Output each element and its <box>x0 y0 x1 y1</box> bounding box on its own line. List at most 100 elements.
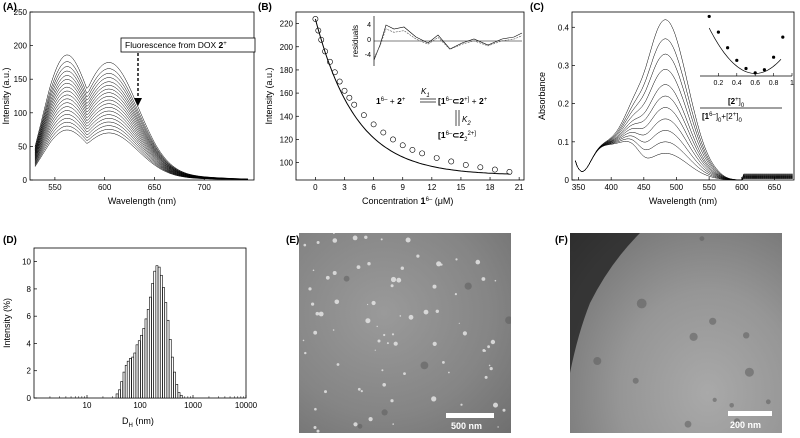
inset-fit-c <box>708 27 782 74</box>
data-point-b <box>462 162 469 168</box>
tem-particle-bright <box>324 390 327 394</box>
tem-particle-bright <box>367 303 369 306</box>
tem-particle-bright <box>332 238 338 243</box>
inset-xlabel-num-c: [2+]0 <box>728 97 745 109</box>
inset-tick-label-b: 0 <box>367 37 371 44</box>
x-tick-label-d: 1000 <box>184 401 202 410</box>
tem-particle-bright <box>334 299 340 305</box>
annotation-text-a: Fluorescence from DOX 2+ <box>125 40 227 50</box>
x-tick-label-c: 350 <box>572 183 586 192</box>
y-tick-label-a: 100 <box>14 109 28 118</box>
data-point-b <box>312 16 319 22</box>
data-point-b <box>491 166 498 173</box>
x-tick-label-c: 400 <box>604 183 618 192</box>
tem-particle-bright <box>308 287 312 291</box>
tem-particle-dark <box>734 418 740 425</box>
absorbance-line-c <box>575 69 793 181</box>
panel-label-d: (D) <box>3 235 17 246</box>
tem-particle-bright <box>435 309 439 313</box>
x-tick-label-a: 650 <box>148 183 162 192</box>
absorbance-line-c <box>575 107 793 181</box>
inset-tick-label-c: 0.2 <box>714 80 724 87</box>
x-tick-label-c: 650 <box>768 183 782 192</box>
scheme-k2-b: K2 <box>462 115 471 127</box>
scale-bar-f <box>728 411 772 416</box>
spectrum-line-a <box>34 54 248 180</box>
inset-tick-label-c: 1 <box>790 80 794 87</box>
tem-particles-f <box>570 233 771 428</box>
y-tick-label-d: 10 <box>22 258 31 267</box>
histogram-bar-d <box>157 266 161 399</box>
spectrum-line-a <box>34 94 248 180</box>
tem-particle-bright <box>380 238 383 241</box>
y-tick-label-a: 0 <box>23 176 28 185</box>
scheme-k1-b: K1 <box>421 87 430 99</box>
data-point-b <box>327 58 333 65</box>
tem-particle-dark <box>712 397 717 402</box>
chart-a-fluorescence: 550 600 650 700 0 50 100 150 200 250 Wavelength (n… <box>1 8 256 206</box>
tem-particle-bright <box>381 369 384 372</box>
tem-particle-bright <box>386 342 389 345</box>
histogram-bar-d <box>140 334 143 399</box>
tem-particle-bright <box>487 345 490 349</box>
tem-particle-dark <box>684 420 692 428</box>
chart-c-absorbance: 350 400 450 500 550 600 650 0 0.1 0.2 0.3 0.4 Wavele… <box>537 11 795 206</box>
tem-particle-bright <box>312 269 315 272</box>
tem-particle-dark <box>505 316 511 324</box>
tem-particle-bright <box>436 261 442 267</box>
inset-point-c <box>781 35 785 39</box>
tem-particle-bright <box>304 351 307 355</box>
histogram-bar-d <box>168 339 172 399</box>
spectrum-line-a <box>34 114 248 180</box>
annotation-arrowhead-a <box>134 98 142 106</box>
tem-particle-bright <box>448 371 450 374</box>
tem-particle-dark <box>699 236 705 241</box>
inset-point-c <box>753 71 757 75</box>
scale-label-f: 200 nm <box>730 420 762 430</box>
tem-particle-bright <box>313 426 317 429</box>
absorbance-line-c <box>575 38 793 181</box>
tem-particle-bright <box>403 372 406 375</box>
histogram-bar-d <box>162 287 165 399</box>
x-tick-label-b: 18 <box>486 183 495 192</box>
absorbance-line-c <box>575 19 793 181</box>
tem-particle-bright <box>482 349 486 352</box>
tem-particle-dark <box>420 361 429 370</box>
histogram-bar-d <box>149 296 152 399</box>
histogram-bar-d <box>171 356 174 399</box>
tem-particle-bright <box>368 417 373 422</box>
inset-point-c <box>735 58 739 62</box>
tem-particle-bright <box>390 399 394 403</box>
histogram-bar-d <box>115 393 119 399</box>
x-tick-label-a: 700 <box>198 183 212 192</box>
tem-particle-dark <box>765 399 771 405</box>
tem-particle-bright <box>458 322 460 324</box>
plot-frame-a <box>29 11 255 181</box>
absorbance-line-c <box>575 118 793 181</box>
tem-particle-bright <box>405 237 411 243</box>
tem-particle-dark <box>729 403 734 408</box>
inset-point-c <box>707 14 711 19</box>
histogram-bar-d <box>144 318 148 399</box>
fit-curve-b <box>314 18 510 175</box>
tem-particle-bright <box>318 311 324 317</box>
y-tick-label-d: 2 <box>27 367 32 376</box>
x-tick-label-b: 6 <box>371 183 376 192</box>
inset-tick-label-c: 0.4 <box>732 80 742 87</box>
tem-particle-dark <box>357 423 363 429</box>
tem-particle-bright <box>311 302 315 306</box>
data-point-b <box>322 48 329 55</box>
inset-point-c <box>744 66 748 71</box>
absorbance-line-c <box>575 138 793 181</box>
x-tick-label-b: 3 <box>342 183 347 192</box>
tem-particle-bright <box>316 429 320 433</box>
tem-particle-bright <box>325 275 330 280</box>
histogram-bar-d <box>175 384 179 399</box>
tem-particle-dark <box>689 332 698 341</box>
residual-line-b <box>373 28 523 59</box>
y-tick-label-a: 150 <box>14 75 28 84</box>
inset-point-c <box>772 55 776 59</box>
histogram-bar-d <box>120 381 123 399</box>
inset-xlabel-den-c: [16–]0+[2+]0 <box>702 112 742 124</box>
histogram-bar-d <box>153 270 157 399</box>
